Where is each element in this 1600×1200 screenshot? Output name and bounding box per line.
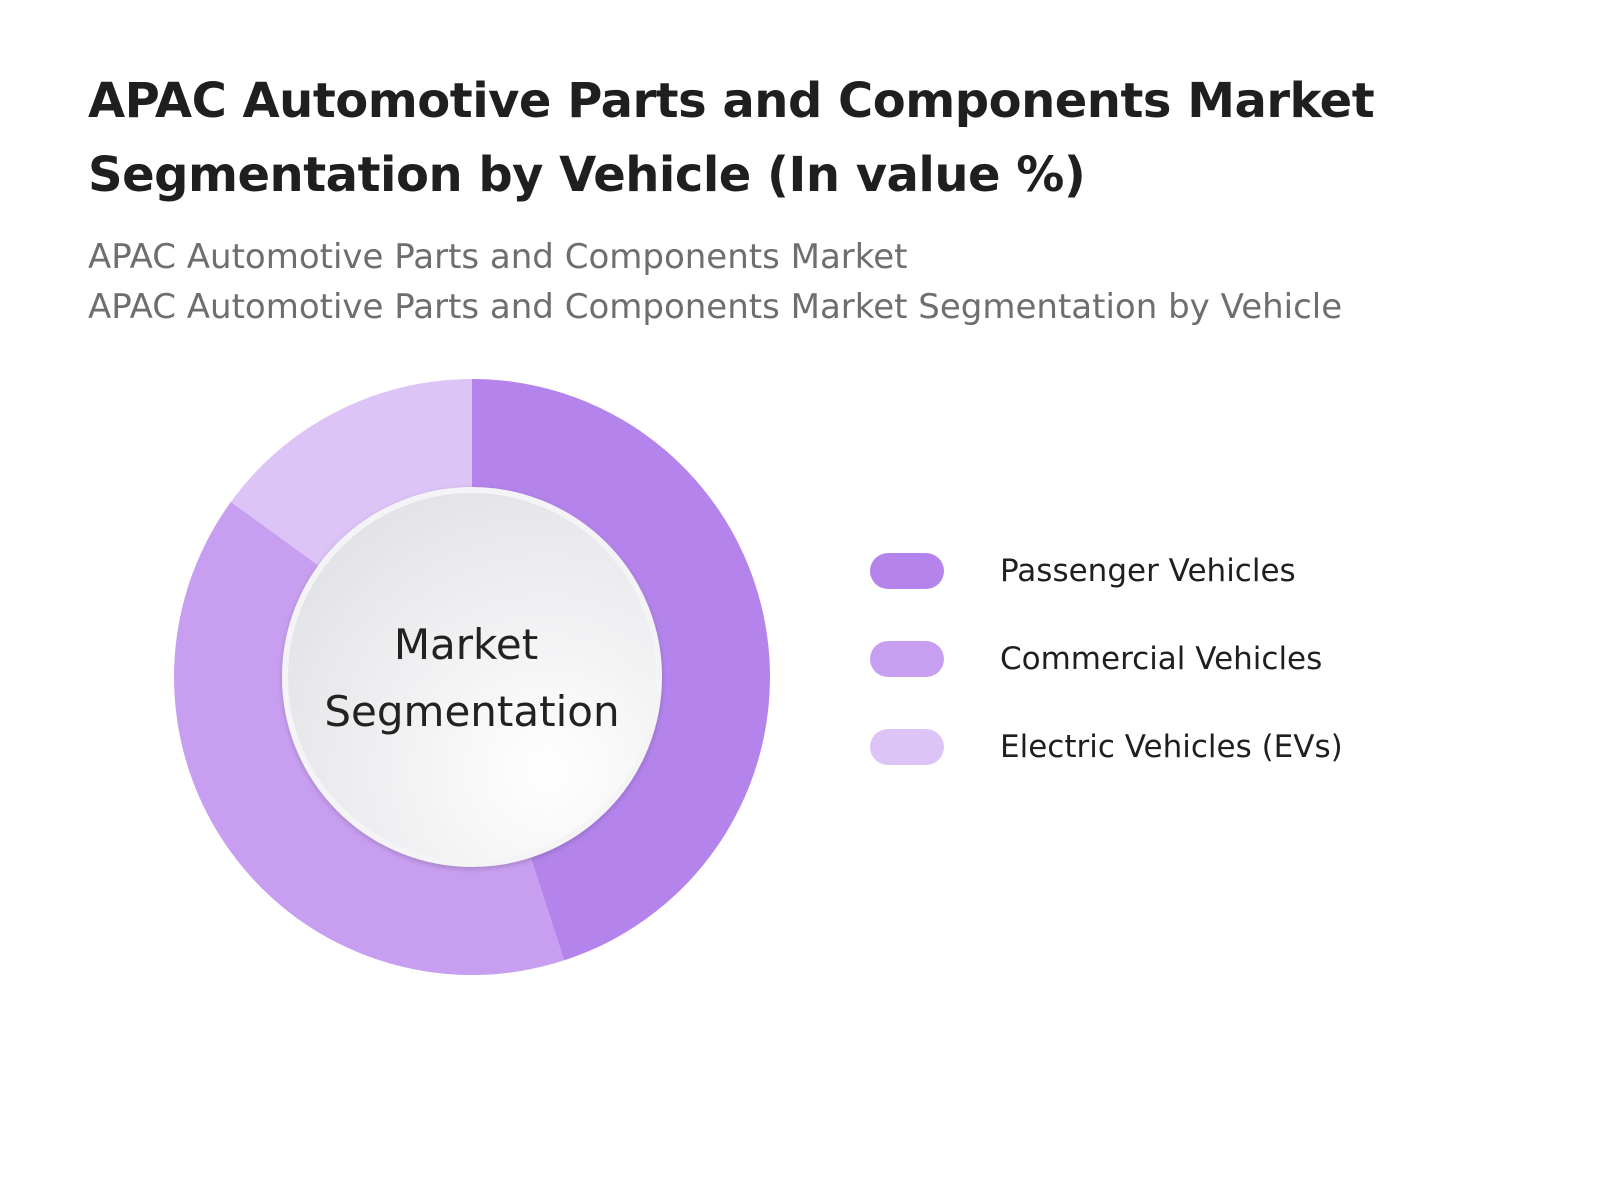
donut-center-disc bbox=[282, 487, 662, 867]
chart-subtitle-line-1: APAC Automotive Parts and Components Mar… bbox=[88, 237, 908, 277]
legend-swatch-passenger-vehicles bbox=[870, 553, 944, 589]
donut-slices bbox=[173, 379, 771, 975]
center-label-line-2: Segmentation bbox=[324, 687, 619, 736]
chart-legend: Passenger Vehicles Commercial Vehicles E… bbox=[870, 540, 1470, 804]
donut-slice-commercial-vehicles[interactable] bbox=[173, 501, 565, 975]
donut-slice-electric-vehicles-evs[interactable] bbox=[230, 379, 472, 568]
legend-label-passenger-vehicles: Passenger Vehicles bbox=[1000, 553, 1296, 589]
legend-label-electric-vehicles: Electric Vehicles (EVs) bbox=[1000, 729, 1343, 765]
legend-item-commercial-vehicles[interactable]: Commercial Vehicles bbox=[870, 628, 1470, 716]
chart-subtitle-line-2: APAC Automotive Parts and Components Mar… bbox=[88, 287, 1343, 327]
legend-swatch-commercial-vehicles bbox=[870, 641, 944, 677]
legend-item-electric-vehicles[interactable]: Electric Vehicles (EVs) bbox=[870, 716, 1470, 804]
legend-label-commercial-vehicles: Commercial Vehicles bbox=[1000, 641, 1323, 677]
chart-title: APAC Automotive Parts and Components Mar… bbox=[88, 73, 1375, 203]
legend-item-passenger-vehicles[interactable]: Passenger Vehicles bbox=[870, 540, 1470, 628]
donut-slice-passenger-vehicles[interactable] bbox=[472, 379, 771, 961]
legend-swatch-electric-vehicles bbox=[870, 729, 944, 765]
center-label-line-1: Market bbox=[394, 620, 538, 669]
